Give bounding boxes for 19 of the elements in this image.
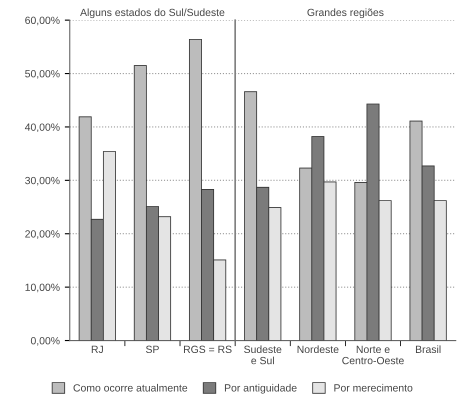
legend-label: Como ocorre atualmente (74, 384, 188, 392)
x-tick-label: Sudeste e Sul (244, 345, 282, 364)
x-tick-label: Nordeste (298, 345, 339, 354)
legend-label: Por merecimento (334, 384, 412, 392)
x-tick-label: Norte e Centro-Oeste (342, 346, 404, 364)
y-tick-label: 40,00% (24, 123, 60, 132)
x-tick-label: RGS = RS (184, 346, 232, 354)
y-tick-label: 50,00% (25, 70, 60, 79)
x-tick-label: SP (146, 346, 159, 354)
y-tick-label: 20,00% (25, 230, 60, 239)
y-tick-label: 0,00% (30, 337, 60, 346)
chart-title: Alguns estados do Sul/Sudeste (80, 8, 224, 18)
x-tick-label: Brasil (416, 345, 440, 354)
y-tick-label: 10,00% (25, 284, 60, 292)
x-tick-label: RJ (92, 346, 103, 354)
y-tick-label: 30,00% (25, 176, 60, 186)
y-tick-label: 60,00% (25, 16, 60, 26)
legend-label: Por antiguidade (224, 384, 297, 394)
chart-title: Grandes regiões (307, 8, 384, 18)
